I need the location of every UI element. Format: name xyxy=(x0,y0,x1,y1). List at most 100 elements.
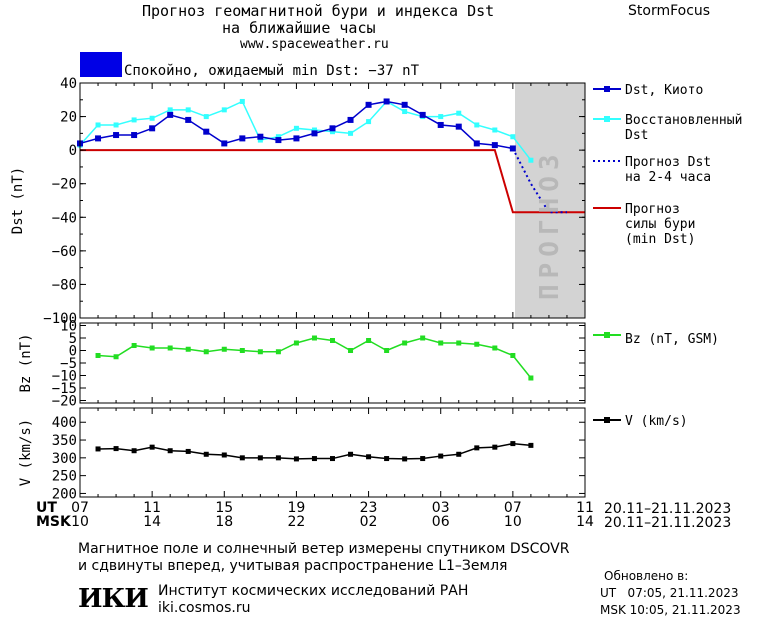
v-point xyxy=(384,456,390,462)
dst-restored-point xyxy=(330,129,335,135)
bz-point xyxy=(438,340,444,346)
storm-forecast-line xyxy=(80,149,585,214)
dst-kyoto-point xyxy=(347,116,354,123)
bz-point xyxy=(293,340,299,346)
y-tick-label: −100 xyxy=(43,311,77,327)
dst-kyoto-point xyxy=(311,130,318,137)
x-tick-label-msk: 14 xyxy=(576,514,594,530)
y-tick-label: 300 xyxy=(52,451,77,467)
legend-bz-text: Bz (nT, GSM) xyxy=(625,332,719,347)
y-tick-label: 350 xyxy=(52,433,77,449)
forecast-band xyxy=(515,83,585,318)
dst-restored-point xyxy=(113,122,119,128)
chart-title-line2: на ближайшие часы xyxy=(222,19,376,37)
v-point xyxy=(420,456,426,462)
y-tick-label: 0 xyxy=(69,344,77,360)
v-point xyxy=(131,448,137,454)
v-point xyxy=(185,448,191,454)
dst-restored-point xyxy=(474,122,480,128)
legend-storm-forecast-text: Прогноз xyxy=(625,202,680,217)
x-tick-label-msk: 18 xyxy=(215,514,234,530)
x-axis-ut-label: UT xyxy=(36,500,57,516)
bz-point xyxy=(221,346,227,352)
dst-restored-point xyxy=(510,134,516,140)
legend-dst-restored-text: Dst xyxy=(625,128,648,143)
status-text: Спокойно, ожидаемый min Dst: −37 nT xyxy=(124,63,420,79)
bz-point xyxy=(348,348,354,353)
v-point xyxy=(275,455,281,461)
legend-dst-restored-text: Восстановленный xyxy=(625,113,742,128)
dst-restored-point xyxy=(438,114,444,120)
bz-point xyxy=(131,343,137,348)
x-axis-ut-range: 20.11–21.11.2023 xyxy=(604,501,732,517)
updated-ut: UT 07:05, 21.11.2023 xyxy=(600,586,739,600)
v-point xyxy=(239,455,245,461)
v-point xyxy=(293,456,299,462)
forecast-band-label: ПРОГНОЗ xyxy=(535,148,565,300)
panel-frame xyxy=(79,322,586,404)
legend-storm-forecast-text: силы бури xyxy=(625,217,695,232)
dst-kyoto-point xyxy=(275,137,282,144)
dst-kyoto-point xyxy=(329,125,336,132)
bz-point xyxy=(257,349,263,355)
institute-name: Институт космических исследований РАН xyxy=(158,583,469,599)
v-point xyxy=(95,446,101,452)
dst-restored-point xyxy=(257,137,263,143)
chart-title-line1: Прогноз геомагнитной бури и индекса Dst xyxy=(142,2,495,20)
site-url[interactable]: www.spaceweather.ru xyxy=(240,37,389,52)
v-point xyxy=(402,456,408,462)
v-point xyxy=(221,452,227,458)
dst-kyoto-point xyxy=(491,142,498,149)
institute-site[interactable]: iki.cosmos.ru xyxy=(158,600,251,616)
x-tick-label-ut: 11 xyxy=(576,500,594,516)
updated-label: Обновлено в: xyxy=(604,569,689,583)
dst-restored-point xyxy=(239,98,245,104)
legend-dst-forecast-text: на 2-4 часа xyxy=(625,170,711,185)
dst-restored-point xyxy=(348,130,354,136)
iki-logo: ИКИ xyxy=(78,584,149,614)
bz-point xyxy=(95,353,101,358)
x-tick-label-msk: 22 xyxy=(287,514,306,530)
dst-restored-point xyxy=(456,110,462,116)
legend-storm-forecast-text: (min Dst) xyxy=(625,232,695,247)
bz-point xyxy=(203,349,209,355)
x-tick-label-msk: 10 xyxy=(71,514,89,530)
dst-kyoto-point xyxy=(365,101,372,108)
dst-kyoto-point xyxy=(185,116,192,123)
y-tick-label: −60 xyxy=(52,244,77,260)
dst-kyoto-point xyxy=(509,145,516,152)
dst-kyoto-point xyxy=(437,121,444,128)
bz-point xyxy=(492,345,498,351)
v-point xyxy=(528,442,534,448)
bz-point xyxy=(275,349,281,355)
y-axis-label: Dst (nT) xyxy=(10,167,26,234)
legend-v-text: V (km/s) xyxy=(625,414,688,429)
x-tick-label-msk: 02 xyxy=(359,514,378,530)
bz-point xyxy=(239,348,245,353)
dst-restored-point xyxy=(131,117,137,123)
dst-kyoto-point xyxy=(167,111,174,118)
dst-kyoto-point xyxy=(239,135,246,142)
legend-v-marker xyxy=(604,417,610,423)
dst-restored-point xyxy=(311,127,317,133)
dst-restored-point xyxy=(492,127,498,133)
bz-point xyxy=(167,345,173,351)
dst-restored-point xyxy=(185,107,191,113)
y-tick-label: −10 xyxy=(52,369,77,385)
y-tick-label: 250 xyxy=(52,469,77,485)
v-point xyxy=(257,455,263,461)
dst-restored-line xyxy=(79,100,532,161)
legend-bz-marker xyxy=(604,332,610,338)
bz-point xyxy=(113,354,119,360)
legend-dst-restored-marker xyxy=(604,116,610,122)
x-axis-msk-label: MSK xyxy=(36,514,71,530)
dst-kyoto-point xyxy=(113,132,120,139)
brand-name: StormFocus xyxy=(628,3,711,19)
legend-dst-kyoto-marker xyxy=(604,86,610,92)
dst-kyoto-point xyxy=(95,135,102,142)
v-point xyxy=(113,446,119,452)
dst-kyoto-point xyxy=(419,111,426,118)
legend-dst-forecast-text: Прогноз Dst xyxy=(625,155,711,170)
dst-kyoto-point xyxy=(383,98,390,105)
